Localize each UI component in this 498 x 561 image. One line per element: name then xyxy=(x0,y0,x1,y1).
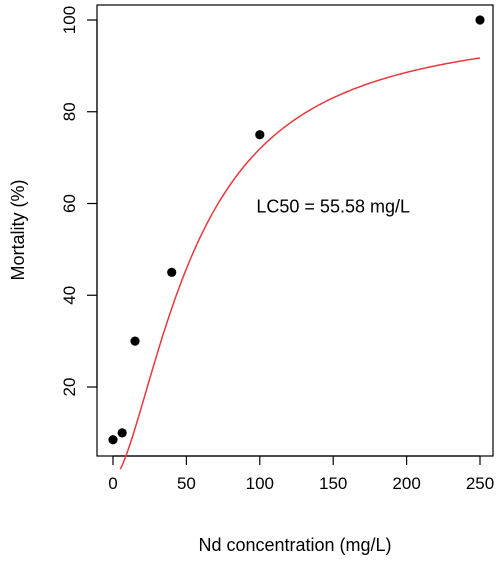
x-tick-label: 100 xyxy=(246,474,274,493)
data-point xyxy=(117,428,127,438)
y-tick-label: 80 xyxy=(60,102,79,121)
x-tick-label: 150 xyxy=(319,474,347,493)
y-axis: 20 40 60 80 100 xyxy=(60,6,98,397)
data-point xyxy=(130,336,140,346)
x-axis-title: Nd concentration (mg/L) xyxy=(198,535,391,555)
plot-frame xyxy=(96,4,494,457)
data-point xyxy=(167,267,177,277)
data-point xyxy=(255,130,265,140)
data-point xyxy=(108,435,118,445)
x-tick-label: 250 xyxy=(466,474,494,493)
x-tick-label: 200 xyxy=(392,474,420,493)
annotations: LC50 = 55.58 mg/L xyxy=(256,197,410,217)
y-tick-label: 20 xyxy=(60,378,79,397)
lc50-annotation: LC50 = 55.58 mg/L xyxy=(256,197,410,217)
y-tick-label: 60 xyxy=(60,194,79,213)
y-axis-title: Mortality (%) xyxy=(8,179,28,280)
y-tick-label: 40 xyxy=(60,286,79,305)
data-points xyxy=(108,15,485,445)
y-tick-label: 100 xyxy=(60,6,79,34)
x-axis: 0 50 100 150 200 250 xyxy=(108,455,494,493)
x-tick-label: 0 xyxy=(108,474,117,493)
data-point xyxy=(475,15,485,25)
fitted-curve xyxy=(119,57,481,470)
x-tick-label: 50 xyxy=(177,474,196,493)
